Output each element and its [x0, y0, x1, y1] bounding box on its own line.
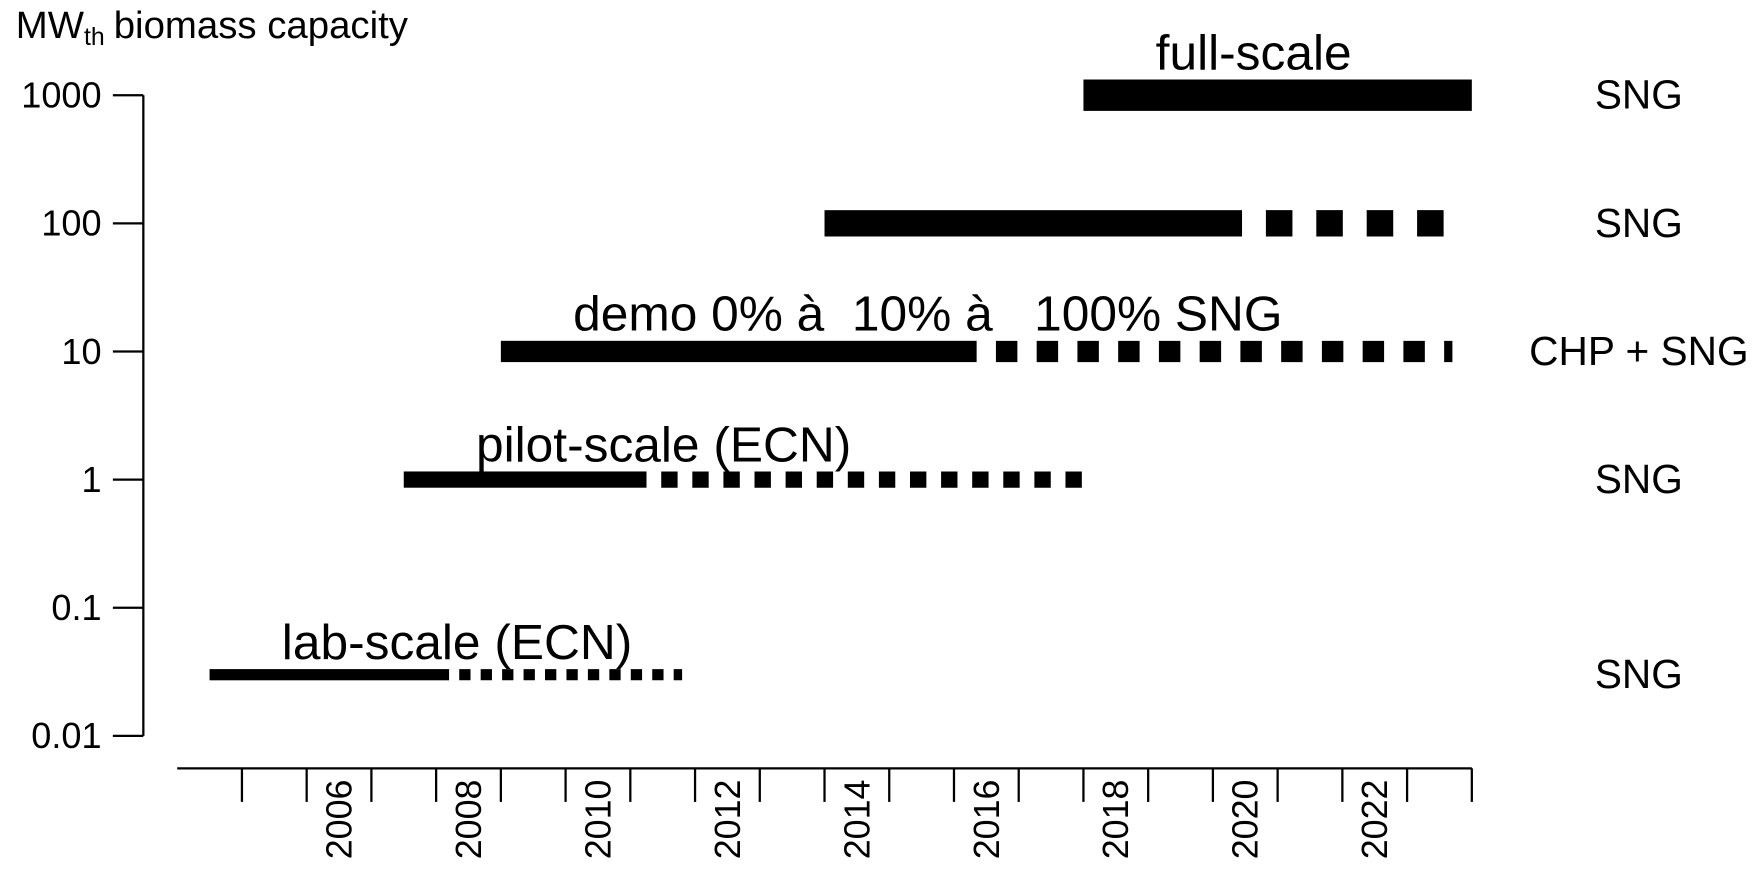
x-tick-label: 2008: [448, 780, 489, 860]
y-tick-label: 10: [61, 331, 101, 372]
y-label-main: MW: [16, 4, 84, 47]
bar-solid: [209, 669, 450, 681]
y-tick-label: 1000: [21, 75, 101, 116]
product-label: SNG: [1595, 72, 1683, 118]
product-label: SNG: [1595, 456, 1683, 502]
x-tick-label: 2016: [966, 780, 1007, 860]
product-label: SNG: [1595, 651, 1683, 697]
y-label-sub: th: [84, 24, 105, 51]
bar-solid: [500, 340, 977, 363]
y-tick-label: 100: [41, 203, 101, 244]
bar-label: pilot-scale (ECN): [476, 418, 851, 473]
x-tick-label: 2006: [318, 780, 359, 860]
y-label-rest: biomass capacity: [114, 4, 409, 47]
x-tick-label: 2018: [1095, 780, 1136, 860]
y-tick-label: 1: [81, 459, 101, 500]
bar-solid: [403, 471, 647, 488]
y-tick-label: 0.01: [31, 715, 101, 756]
bar-label: demo 0% à 10% à 100% SNG: [573, 287, 1282, 342]
product-label: SNG: [1595, 200, 1683, 246]
bar-solid: [1083, 79, 1472, 111]
x-tick-label: 2020: [1225, 780, 1266, 860]
product-label: CHP + SNG: [1529, 328, 1748, 374]
bar-label: lab-scale (ECN): [282, 615, 632, 670]
bar-label: full-scale: [1156, 26, 1352, 81]
x-tick-label: 2010: [577, 780, 618, 860]
y-tick-label: 0.1: [51, 587, 101, 628]
bar-solid: [824, 210, 1243, 237]
x-tick-label: 2014: [836, 780, 877, 860]
x-tick-label: 2022: [1354, 780, 1395, 860]
plot: MWth biomass capacity 1000 100 10 1 0.1 0.01 20…: [16, 4, 1749, 859]
x-tick-label: 2012: [707, 780, 748, 860]
y-axis-label: MWth biomass capacity: [16, 4, 409, 51]
